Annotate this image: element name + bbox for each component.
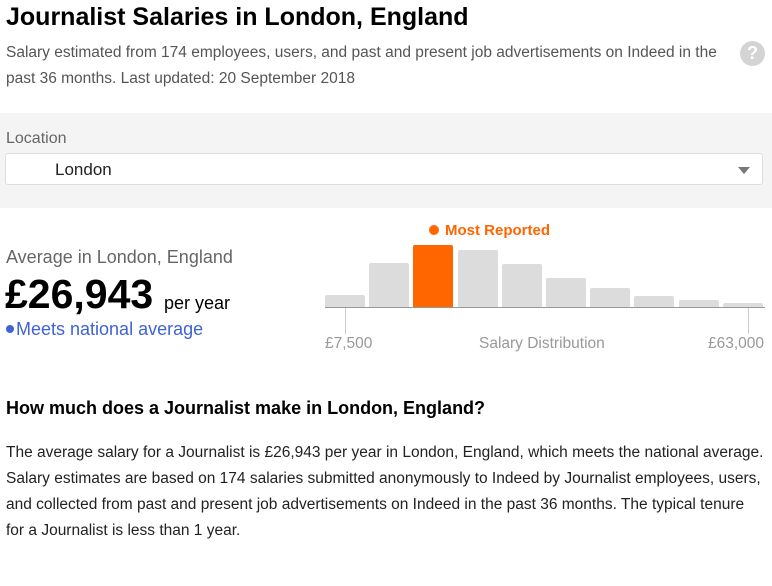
x-max-label: £63,000 [707, 335, 764, 352]
histogram-bar [678, 300, 719, 307]
page-subtitle: Salary estimated from 174 employees, use… [6, 44, 717, 87]
histogram-bar [590, 288, 631, 307]
faq-body: The average salary for a Journalist is £… [6, 444, 764, 539]
histogram-bar [634, 296, 675, 307]
comparison-text: Meets national average [16, 319, 204, 339]
histogram-bar [546, 278, 586, 307]
tick-max [748, 308, 749, 334]
histogram-bar [325, 295, 365, 307]
x-min-label: £7,500 [325, 335, 373, 352]
x-axis-title: Salary Distribution [479, 335, 605, 352]
dot-icon [429, 225, 439, 235]
chevron-down-icon [738, 167, 750, 174]
chart-baseline [325, 307, 765, 308]
tick-min [345, 308, 346, 334]
histogram-bar [413, 245, 454, 307]
bullet-icon [6, 325, 14, 333]
most-reported-text: Most Reported [445, 222, 550, 239]
average-salary: £26,943 [5, 271, 154, 317]
location-label: Location [6, 130, 67, 147]
histogram-bar [369, 263, 410, 307]
salary-unit: per year [164, 293, 231, 313]
histogram-bar [501, 264, 542, 307]
page-title: Journalist Salaries in London, England [6, 3, 469, 31]
histogram-bar [457, 250, 498, 307]
most-reported-label: Most Reported [429, 222, 550, 239]
chart-bars [325, 220, 765, 307]
average-label: Average in London, England [6, 247, 233, 267]
faq-heading: How much does a Journalist make in Londo… [6, 398, 486, 418]
histogram-bar [722, 303, 763, 307]
location-panel: Location London [0, 113, 772, 208]
help-icon[interactable]: ? [740, 41, 765, 66]
salary-distribution-chart: Most Reported £7,500 Salary Distribution… [325, 220, 765, 360]
location-select[interactable]: London [5, 153, 763, 185]
national-comparison: Meets national average [6, 319, 203, 340]
location-value: London [55, 160, 112, 179]
